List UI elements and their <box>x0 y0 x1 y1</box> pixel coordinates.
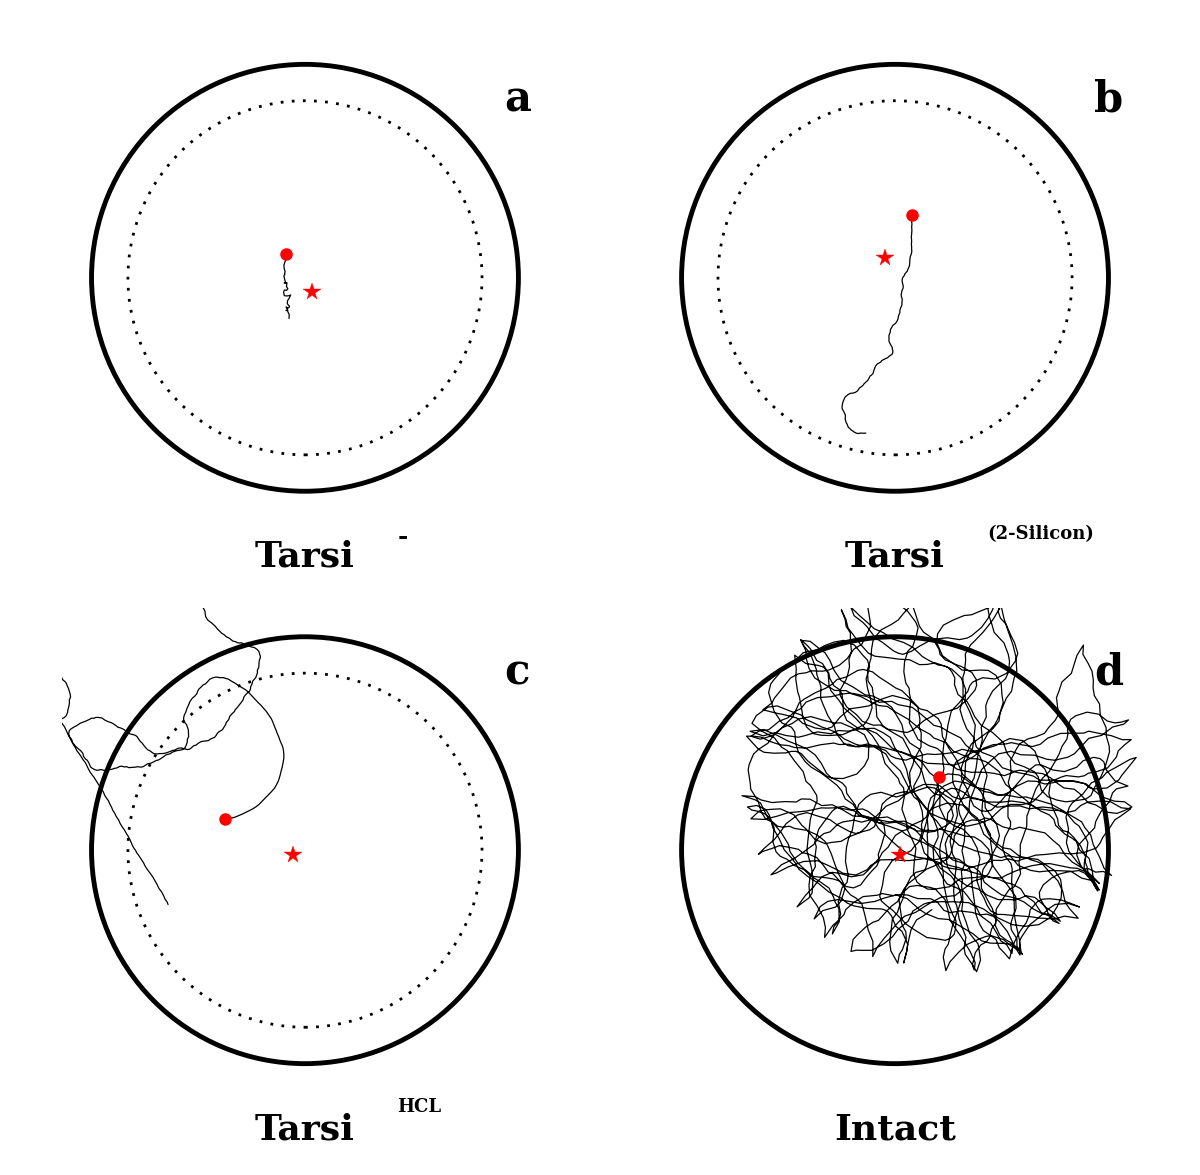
Text: Tarsi: Tarsi <box>256 539 355 573</box>
Text: (2-Silicon): (2-Silicon) <box>988 525 1094 543</box>
Text: b: b <box>1094 79 1123 121</box>
Text: Tarsi: Tarsi <box>256 1113 355 1146</box>
Text: -: - <box>397 525 408 549</box>
Text: Intact: Intact <box>834 1113 956 1146</box>
Text: a: a <box>504 79 530 121</box>
Text: c: c <box>504 651 529 693</box>
Text: HCL: HCL <box>397 1097 442 1115</box>
Text: Tarsi: Tarsi <box>845 539 944 573</box>
Text: d: d <box>1094 651 1123 693</box>
